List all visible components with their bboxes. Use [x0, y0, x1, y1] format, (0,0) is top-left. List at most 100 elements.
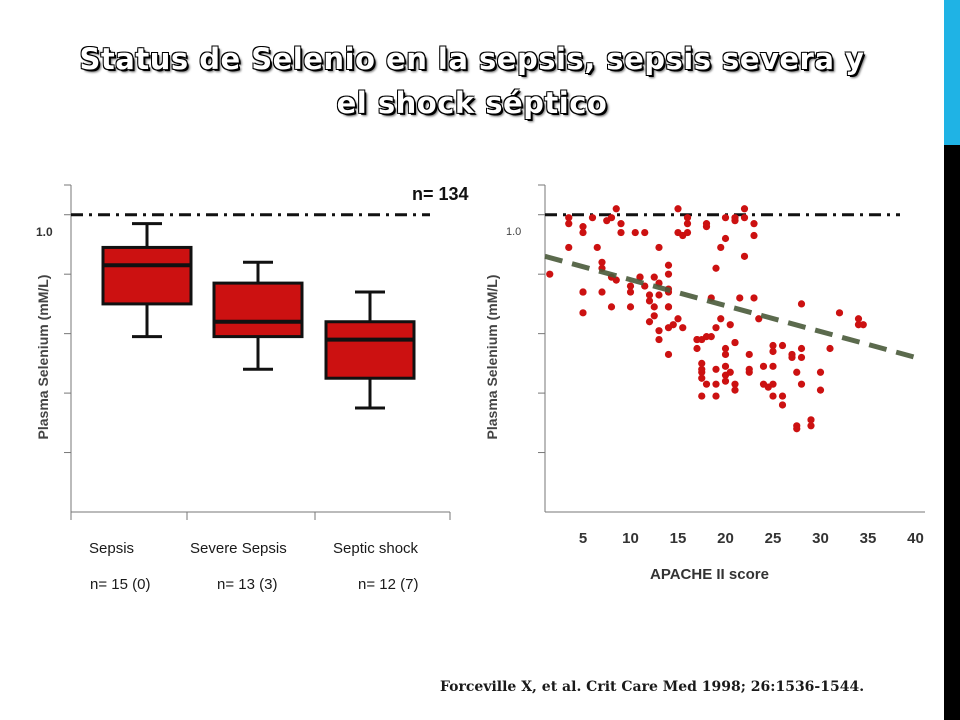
scatter-point-15 — [607, 214, 616, 222]
scatter-point-29 — [641, 228, 649, 237]
box-chart-ytick-label: 1.0 — [36, 225, 53, 239]
slide-title-line1: Status de Selenio en la sepsis, sepsis s… — [79, 42, 865, 76]
scatter-point-114 — [778, 401, 787, 409]
scatter-point-112 — [769, 392, 777, 400]
scatter-point-65 — [698, 365, 706, 373]
scatter-point-25 — [631, 228, 639, 237]
scatter-point-46 — [664, 303, 673, 311]
scatter-point-97 — [740, 214, 749, 222]
scatter-point-100 — [745, 365, 753, 373]
scatter-point-12 — [598, 258, 606, 266]
scatter-point-83 — [721, 350, 730, 359]
scatter-point-76 — [712, 380, 720, 388]
scatter-point-126 — [807, 416, 815, 424]
scatter-x-tick-label-25: 25 — [765, 530, 782, 547]
scatter-point-91 — [731, 380, 739, 388]
scatter-point-31 — [645, 291, 654, 299]
scatter-point-87 — [726, 321, 734, 329]
scatter-point-37 — [655, 327, 663, 335]
scatter-point-128 — [816, 368, 825, 376]
scatter-point-6 — [579, 309, 587, 317]
citation: Forceville X, et al. Crit Care Med 1998;… — [440, 679, 865, 695]
scatter-point-57 — [683, 228, 692, 237]
scatter-point-105 — [755, 315, 763, 323]
scatter-point-36 — [655, 243, 663, 252]
scatter-x-tick-label-35: 35 — [860, 530, 877, 547]
scatter-point-96 — [740, 205, 749, 213]
scatter-point-118 — [788, 350, 796, 359]
scatter-point-115 — [778, 392, 787, 400]
scatter-point-67 — [702, 380, 711, 388]
scatter-point-56 — [683, 214, 692, 222]
accent-bar-cyan — [944, 0, 960, 145]
scatter-point-8 — [579, 223, 587, 231]
scatter-point-23 — [626, 282, 635, 290]
scatter-point-0 — [546, 270, 554, 278]
scatter-point-90 — [731, 386, 739, 394]
scatter-chart-xlabel: APACHE II score — [650, 566, 769, 583]
scatter-point-84 — [721, 344, 730, 353]
scatter-point-120 — [793, 425, 801, 433]
scatter-point-7 — [579, 228, 587, 237]
scatter-point-5 — [579, 288, 587, 296]
scatter-point-53 — [679, 324, 687, 332]
box-1 — [212, 281, 304, 339]
scatter-point-50 — [674, 205, 682, 213]
accent-bar-black — [944, 145, 960, 720]
scatter-point-75 — [712, 392, 720, 400]
scatter-point-17 — [607, 303, 616, 311]
scatter-point-73 — [712, 264, 720, 272]
scatter-point-86 — [721, 214, 730, 222]
scatter-point-21 — [617, 220, 625, 228]
scatter-point-124 — [797, 353, 806, 362]
scatter-point-131 — [835, 309, 844, 317]
count-label-sepsis: n= 15 (0) — [90, 576, 151, 593]
scatter-point-123 — [797, 344, 806, 353]
scatter-point-85 — [721, 234, 730, 243]
scatter-chart-ytick-label: 1.0 — [506, 226, 522, 238]
scatter-x-tick-label-30: 30 — [812, 530, 829, 547]
scatter-point-2 — [565, 214, 573, 222]
scatter-point-104 — [750, 220, 758, 228]
scatter-point-52 — [674, 315, 682, 323]
scatter-point-77 — [712, 365, 720, 373]
scatter-point-101 — [745, 350, 753, 359]
scatter-point-109 — [769, 341, 777, 350]
scatter-point-55 — [683, 220, 692, 228]
scatter-point-134 — [859, 321, 867, 329]
scatter-point-24 — [626, 288, 635, 296]
scatter-point-63 — [698, 374, 706, 382]
scatter-point-10 — [593, 243, 601, 252]
scatter-trend-line — [544, 253, 917, 360]
category-label-sepsis: Sepsis — [89, 540, 135, 557]
scatter-point-121 — [793, 368, 801, 376]
count-label-severe-sepsis: n= 13 (3) — [217, 576, 278, 593]
scatter-point-30 — [645, 297, 654, 305]
scatter-point-66 — [698, 359, 706, 367]
scatter-point-70 — [702, 220, 711, 228]
box-2 — [324, 320, 416, 380]
scatter-point-129 — [816, 386, 825, 394]
scatter-point-98 — [740, 252, 749, 260]
scatter-point-113 — [769, 362, 777, 370]
scatter-point-116 — [778, 341, 787, 350]
scatter-point-19 — [612, 276, 620, 284]
scatter-point-27 — [636, 273, 644, 281]
scatter-point-110 — [769, 347, 777, 356]
scatter-point-33 — [650, 303, 658, 311]
scatter-point-111 — [769, 380, 777, 388]
scatter-point-103 — [750, 294, 758, 302]
scatter-point-130 — [826, 344, 834, 353]
scatter-point-62 — [698, 392, 706, 400]
scatter-point-88 — [726, 368, 734, 376]
scatter-point-35 — [650, 273, 658, 281]
scatter-n-annotation: n= 134 — [412, 184, 469, 204]
scatter-point-1 — [565, 243, 573, 252]
scatter-point-125 — [797, 380, 806, 388]
scatter-point-132 — [854, 315, 863, 323]
scatter-point-106 — [759, 362, 768, 370]
scatter-point-42 — [664, 261, 673, 269]
scatter-point-94 — [731, 214, 739, 222]
category-label-septic-shock: Septic shock — [333, 540, 419, 557]
category-label-severe-sepsis: Severe Sepsis — [190, 540, 287, 557]
